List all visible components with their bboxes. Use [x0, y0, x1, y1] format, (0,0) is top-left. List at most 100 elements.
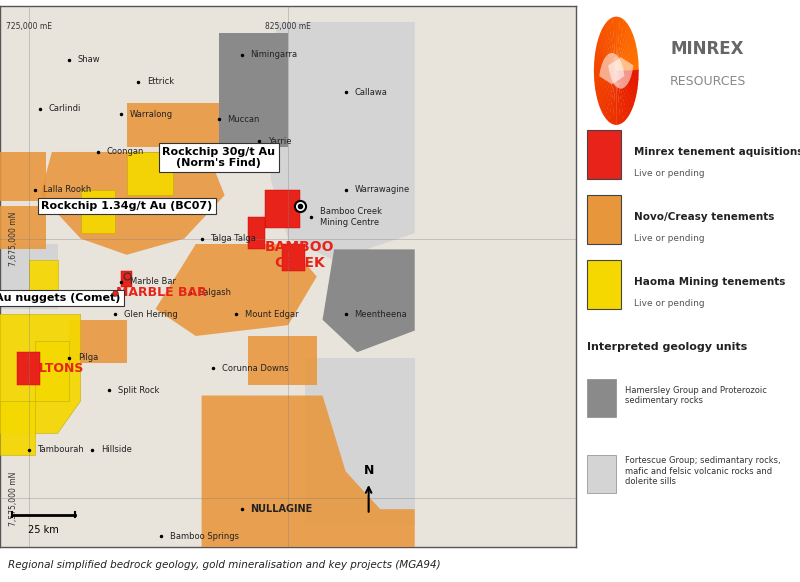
Polygon shape: [322, 249, 414, 352]
Wedge shape: [597, 36, 616, 71]
Polygon shape: [248, 336, 317, 385]
Polygon shape: [0, 6, 576, 547]
FancyBboxPatch shape: [587, 260, 621, 309]
Polygon shape: [155, 244, 317, 336]
Wedge shape: [616, 36, 636, 71]
Polygon shape: [126, 152, 173, 195]
Text: Salgash: Salgash: [198, 288, 232, 297]
Text: N: N: [363, 464, 374, 477]
Polygon shape: [202, 396, 414, 547]
Wedge shape: [597, 71, 616, 107]
Text: Yarrie: Yarrie: [268, 137, 291, 146]
Wedge shape: [594, 71, 616, 90]
Polygon shape: [0, 152, 46, 201]
Text: Rockchip 30g/t Au
(Norm's Find): Rockchip 30g/t Au (Norm's Find): [162, 147, 275, 168]
Text: Ettrick: Ettrick: [147, 77, 174, 86]
Polygon shape: [0, 401, 34, 455]
Text: Callawa: Callawa: [354, 88, 387, 97]
Wedge shape: [616, 29, 634, 71]
Polygon shape: [18, 352, 40, 385]
Polygon shape: [219, 33, 288, 147]
Text: Mount Edgar: Mount Edgar: [245, 310, 298, 319]
Text: Tambourah: Tambourah: [38, 445, 84, 454]
Polygon shape: [282, 244, 306, 271]
Wedge shape: [594, 71, 616, 81]
Text: Fortescue Group; sedimantary rocks,
mafic and felsic volcanic rocks and
dolerite: Fortescue Group; sedimantary rocks, mafi…: [626, 456, 781, 486]
Wedge shape: [616, 71, 628, 122]
Wedge shape: [594, 52, 616, 71]
Text: Interpreted geology units: Interpreted geology units: [587, 342, 747, 352]
Polygon shape: [306, 357, 414, 526]
Polygon shape: [69, 320, 126, 363]
Text: Hillside: Hillside: [101, 445, 132, 454]
Text: Warralong: Warralong: [130, 109, 173, 119]
Text: 7,675,000 mN: 7,675,000 mN: [9, 211, 18, 266]
Text: Carlindi: Carlindi: [49, 104, 82, 113]
Wedge shape: [595, 44, 616, 71]
Text: Muccan: Muccan: [227, 115, 260, 124]
Text: Live or pending: Live or pending: [634, 234, 705, 243]
Wedge shape: [602, 71, 616, 118]
Wedge shape: [616, 70, 638, 80]
Text: NULLAGINE: NULLAGINE: [250, 504, 313, 514]
Text: Minrex tenement aquisitions: Minrex tenement aquisitions: [634, 147, 800, 157]
Text: Pilga: Pilga: [78, 353, 98, 362]
Text: Split Rock: Split Rock: [118, 386, 159, 395]
Wedge shape: [616, 71, 638, 89]
Wedge shape: [608, 57, 634, 88]
Text: Bamboo Creek
Mining Centre: Bamboo Creek Mining Centre: [320, 207, 382, 226]
Text: DALTONS: DALTONS: [20, 362, 84, 375]
Wedge shape: [616, 20, 627, 71]
Wedge shape: [616, 71, 621, 125]
Wedge shape: [616, 17, 624, 71]
Wedge shape: [616, 71, 638, 98]
Polygon shape: [40, 152, 225, 255]
Polygon shape: [248, 217, 265, 249]
Wedge shape: [608, 17, 616, 71]
Wedge shape: [594, 61, 616, 72]
Text: Meentheena: Meentheena: [354, 310, 407, 319]
Text: 25 km: 25 km: [28, 526, 58, 535]
Polygon shape: [0, 244, 58, 309]
Text: MARBLE BAR: MARBLE BAR: [116, 286, 206, 299]
Wedge shape: [599, 71, 616, 113]
Text: BAMBOO
CREEK: BAMBOO CREEK: [265, 240, 334, 270]
Polygon shape: [81, 190, 115, 233]
Wedge shape: [616, 23, 630, 71]
Text: Haoma Mining tenements: Haoma Mining tenements: [634, 277, 786, 287]
Text: Nimingarra: Nimingarra: [250, 50, 298, 59]
Text: Marble Bar: Marble Bar: [130, 278, 176, 286]
Wedge shape: [602, 24, 616, 71]
Text: Corunna Downs: Corunna Downs: [222, 364, 288, 373]
Text: Shaw: Shaw: [78, 55, 100, 65]
Text: Live or pending: Live or pending: [634, 299, 705, 308]
Text: 7,575,000 mN: 7,575,000 mN: [9, 471, 18, 526]
Text: Au nuggets (Comet): Au nuggets (Comet): [0, 293, 120, 303]
Wedge shape: [616, 71, 634, 112]
Polygon shape: [0, 314, 81, 434]
Text: Coongan: Coongan: [106, 147, 144, 157]
Text: Talga Talga: Talga Talga: [210, 234, 256, 243]
Wedge shape: [616, 51, 638, 71]
Text: Hamersley Group and Proterozoic
sedimentary rocks: Hamersley Group and Proterozoic sediment…: [626, 386, 767, 405]
Wedge shape: [599, 53, 624, 84]
Wedge shape: [605, 20, 616, 71]
Wedge shape: [616, 71, 631, 118]
Text: 725,000 mE: 725,000 mE: [6, 22, 52, 31]
Polygon shape: [126, 103, 219, 147]
Polygon shape: [34, 342, 69, 401]
Text: Bamboo Springs: Bamboo Springs: [170, 532, 239, 541]
Wedge shape: [613, 71, 617, 125]
Wedge shape: [616, 61, 638, 71]
Wedge shape: [595, 71, 616, 98]
Text: 825,000 mE: 825,000 mE: [265, 22, 311, 31]
Text: Regional simplified bedrock geology, gold mineralisation and key projects (MGA94: Regional simplified bedrock geology, gol…: [8, 560, 441, 570]
Wedge shape: [609, 71, 616, 124]
Polygon shape: [265, 190, 299, 228]
Wedge shape: [616, 71, 624, 124]
Wedge shape: [616, 71, 636, 105]
Text: RESOURCES: RESOURCES: [670, 75, 746, 88]
FancyBboxPatch shape: [587, 130, 621, 179]
Text: Glen Herring: Glen Herring: [124, 310, 178, 319]
Polygon shape: [0, 206, 46, 249]
